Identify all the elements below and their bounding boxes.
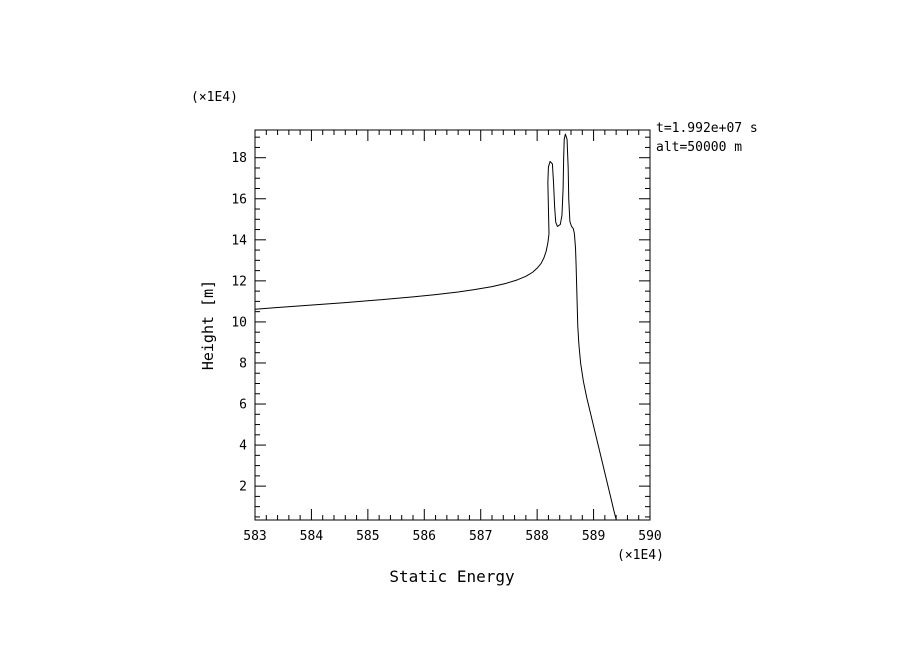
axis-ticks (254, 130, 651, 520)
annotation-time: t=1.992e+07 s (656, 121, 758, 136)
y-tick-label: 2 (239, 480, 247, 495)
x-tick-label: 584 (300, 529, 324, 544)
x-tick-label: 587 (469, 529, 492, 544)
y-tick-label: 16 (231, 192, 247, 207)
plot-frame (254, 129, 651, 521)
x-tick-label: 585 (356, 529, 379, 544)
y-tick-label: 6 (239, 398, 247, 413)
x-tick-label: 583 (243, 529, 266, 544)
y-scale-note: (×1E4) (191, 90, 238, 105)
y-tick-labels: 2 4 6 8 10 12 14 16 18 (231, 151, 247, 494)
x-tick-labels: 583 584 585 586 587 588 589 590 (243, 529, 661, 544)
x-axis-label: Static Energy (389, 567, 515, 586)
y-tick-label: 4 (239, 439, 247, 454)
y-tick-label: 8 (239, 356, 247, 371)
annotation-altitude: alt=50000 m (656, 140, 743, 155)
y-axis-label: Height [m] (199, 279, 217, 371)
x-scale-note: (×1E4) (617, 548, 664, 563)
series-static-energy-profile (255, 133, 617, 520)
x-tick-label: 590 (638, 529, 661, 544)
y-tick-label: 12 (231, 274, 247, 289)
x-tick-label: 588 (525, 529, 548, 544)
x-tick-label: 586 (413, 529, 436, 544)
y-tick-label: 18 (231, 151, 247, 166)
y-tick-label: 14 (231, 233, 247, 248)
x-tick-label: 589 (582, 529, 605, 544)
y-tick-label: 10 (231, 315, 247, 330)
